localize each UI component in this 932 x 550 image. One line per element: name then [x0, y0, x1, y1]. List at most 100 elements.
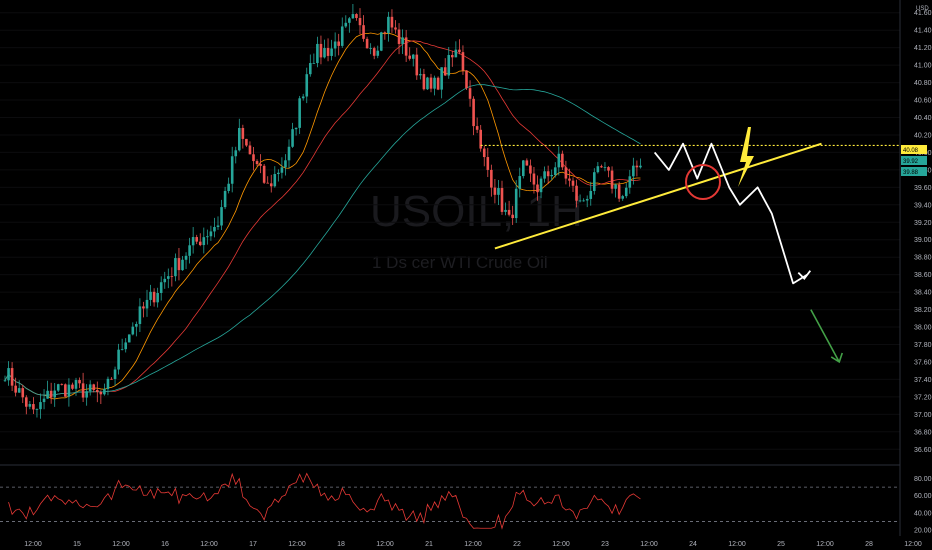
candle-body [7, 368, 10, 381]
time-axis[interactable]: 12:00 15 12:00 16 12:00 17 12:00 18 12:00 21 12:00… [24, 541, 922, 548]
candle-body [195, 237, 198, 242]
candle-body [433, 77, 436, 89]
candle-body [408, 55, 411, 59]
candle-body [184, 255, 188, 260]
candle-body [163, 278, 167, 283]
price-tick-label: 38.60 [914, 272, 932, 279]
price-axis[interactable]: 41.60 41.40 41.20 41.00 40.80 40.60 40.40 40.20… [914, 10, 932, 454]
candle-body [213, 227, 216, 232]
candle-body [53, 390, 56, 398]
ascending-trendline[interactable] [494, 142, 822, 250]
price-tick-label: 38.00 [914, 325, 932, 332]
time-tick-label: 23 [601, 541, 609, 548]
currency-label: USD [916, 6, 929, 12]
candle-body [390, 16, 394, 28]
grid [0, 12, 900, 450]
candle-body [561, 153, 564, 168]
candle-body [170, 276, 174, 277]
candle-body [223, 190, 227, 208]
candle-body [319, 43, 323, 58]
candle-body [447, 55, 451, 76]
price-tag-label: 39.88 [903, 170, 919, 176]
candle-body [514, 188, 518, 219]
time-tick-label: 17 [249, 541, 257, 548]
candle-body [14, 385, 17, 393]
candle-body [550, 174, 553, 177]
candle-body [578, 200, 582, 202]
price-tick-label: 39.60 [914, 185, 932, 192]
candle-body [227, 183, 230, 191]
candle-body [99, 391, 103, 395]
candle-body [507, 209, 511, 215]
candle-body [316, 43, 319, 64]
candle-body [607, 167, 610, 171]
price-tick-label: 38.20 [914, 307, 932, 314]
candle-body [259, 164, 262, 166]
candle-body [355, 14, 358, 18]
price-tick-label: 39.40 [914, 202, 932, 209]
rsi-line [8, 472, 641, 530]
candles [3, 4, 642, 419]
time-tick-label: 12:00 [904, 541, 922, 548]
candle-body [88, 384, 92, 392]
breakdown-circle[interactable] [685, 164, 721, 200]
lightning-icon[interactable] [738, 127, 754, 187]
candle-body [362, 25, 365, 39]
candle-body [220, 207, 223, 226]
candle-body [536, 184, 539, 193]
time-tick-label: 12:00 [552, 541, 570, 548]
candle-body [358, 17, 362, 26]
candle-body [309, 63, 312, 75]
candle-body [617, 184, 621, 199]
candle-body [291, 129, 294, 147]
candle-body [635, 165, 639, 168]
price-tag-label: 40.08 [903, 148, 919, 154]
candle-body [35, 409, 39, 410]
time-tick-label: 12:00 [288, 541, 306, 548]
price-tick-label: 39.00 [914, 237, 932, 244]
projection-path[interactable] [653, 142, 808, 285]
candle-body [152, 291, 156, 303]
candle-body [522, 160, 525, 177]
candle-body [621, 196, 624, 199]
time-tick-label: 15 [73, 541, 81, 548]
candle-body [348, 18, 351, 23]
candle-body [85, 391, 88, 398]
rsi-tick-label: 80.00 [914, 476, 932, 483]
candle-body [461, 52, 465, 71]
rsi-axis[interactable]: 80.00 60.00 40.00 20.00 [914, 476, 932, 534]
candle-body [585, 198, 589, 201]
candle-body [298, 98, 301, 128]
price-tags: 40.08 39.92 39.88 [901, 145, 927, 176]
candle-body [198, 241, 202, 246]
candle-body [564, 167, 568, 179]
candle-body [209, 231, 213, 237]
candle-body [188, 245, 191, 256]
candle-body [56, 384, 60, 391]
time-tick-label: 16 [161, 541, 169, 548]
candle-body [106, 378, 110, 389]
candle-body [181, 259, 184, 271]
candle-body [451, 55, 454, 58]
candle-body [277, 172, 280, 175]
candle-body [376, 50, 380, 56]
price-tag [901, 145, 927, 154]
candle-body [135, 323, 138, 327]
candle-body [117, 349, 120, 370]
candle-body [10, 368, 14, 386]
candle-body [546, 171, 550, 177]
candle-body [337, 41, 340, 46]
candle-body [191, 237, 195, 246]
candle-body [614, 184, 617, 189]
candle-body [539, 178, 543, 193]
candle-body [206, 236, 209, 238]
candle-body [25, 397, 28, 407]
candle-body [81, 383, 85, 398]
candle-body [632, 165, 635, 177]
candle-body [440, 67, 443, 90]
candle-body [628, 176, 632, 188]
time-tick-label: 22 [513, 541, 521, 548]
target-arrow[interactable] [810, 309, 840, 363]
